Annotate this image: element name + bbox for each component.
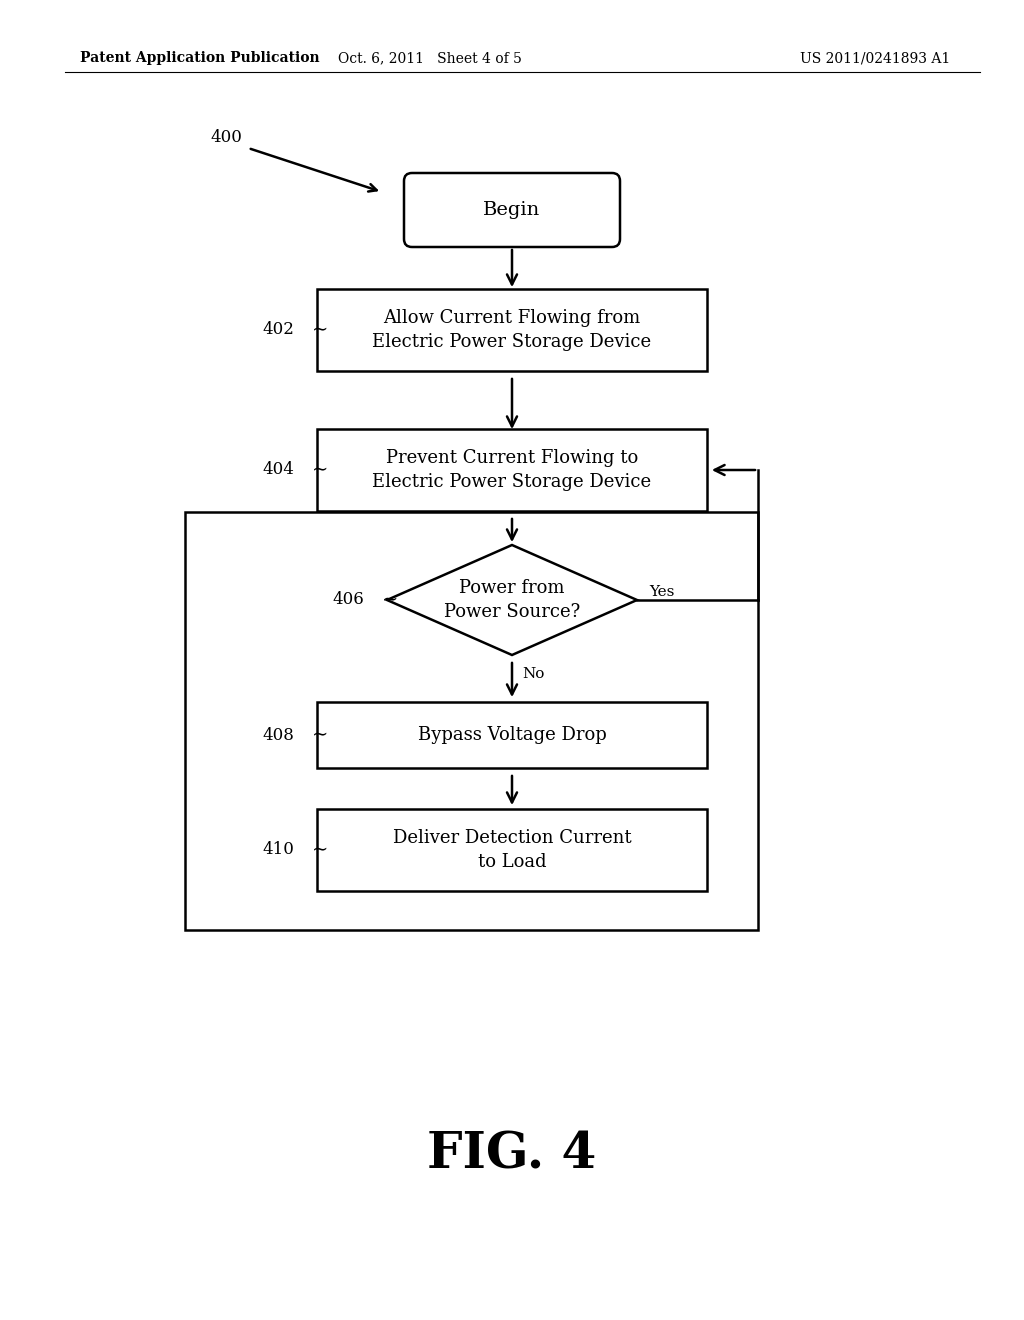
Bar (317, 702, 707, 768)
Bar (185, 512, 758, 931)
Text: Bypass Voltage Drop: Bypass Voltage Drop (418, 726, 606, 744)
Text: ∼: ∼ (312, 461, 329, 479)
Text: Deliver Detection Current
to Load: Deliver Detection Current to Load (392, 829, 632, 871)
Bar (317, 289, 707, 371)
Text: 410: 410 (262, 842, 294, 858)
Text: ∼: ∼ (382, 591, 398, 609)
Text: ∼: ∼ (312, 321, 329, 339)
Text: ∼: ∼ (312, 841, 329, 859)
Text: 408: 408 (262, 726, 294, 743)
Polygon shape (387, 545, 637, 655)
Text: 402: 402 (262, 322, 294, 338)
Text: 400: 400 (210, 129, 242, 147)
Bar (317, 429, 707, 511)
Text: Yes: Yes (649, 585, 675, 599)
Text: FIG. 4: FIG. 4 (427, 1130, 597, 1180)
Text: Allow Current Flowing from
Electric Power Storage Device: Allow Current Flowing from Electric Powe… (373, 309, 651, 351)
Bar (317, 809, 707, 891)
Text: 404: 404 (262, 462, 294, 479)
Text: No: No (522, 667, 545, 681)
Text: 406: 406 (332, 591, 364, 609)
Text: ∼: ∼ (312, 726, 329, 744)
Text: Oct. 6, 2011   Sheet 4 of 5: Oct. 6, 2011 Sheet 4 of 5 (338, 51, 522, 65)
Text: US 2011/0241893 A1: US 2011/0241893 A1 (800, 51, 950, 65)
Text: Prevent Current Flowing to
Electric Power Storage Device: Prevent Current Flowing to Electric Powe… (373, 449, 651, 491)
Text: Patent Application Publication: Patent Application Publication (80, 51, 319, 65)
Text: Power from
Power Source?: Power from Power Source? (443, 579, 581, 620)
Text: Begin: Begin (483, 201, 541, 219)
FancyBboxPatch shape (404, 173, 620, 247)
